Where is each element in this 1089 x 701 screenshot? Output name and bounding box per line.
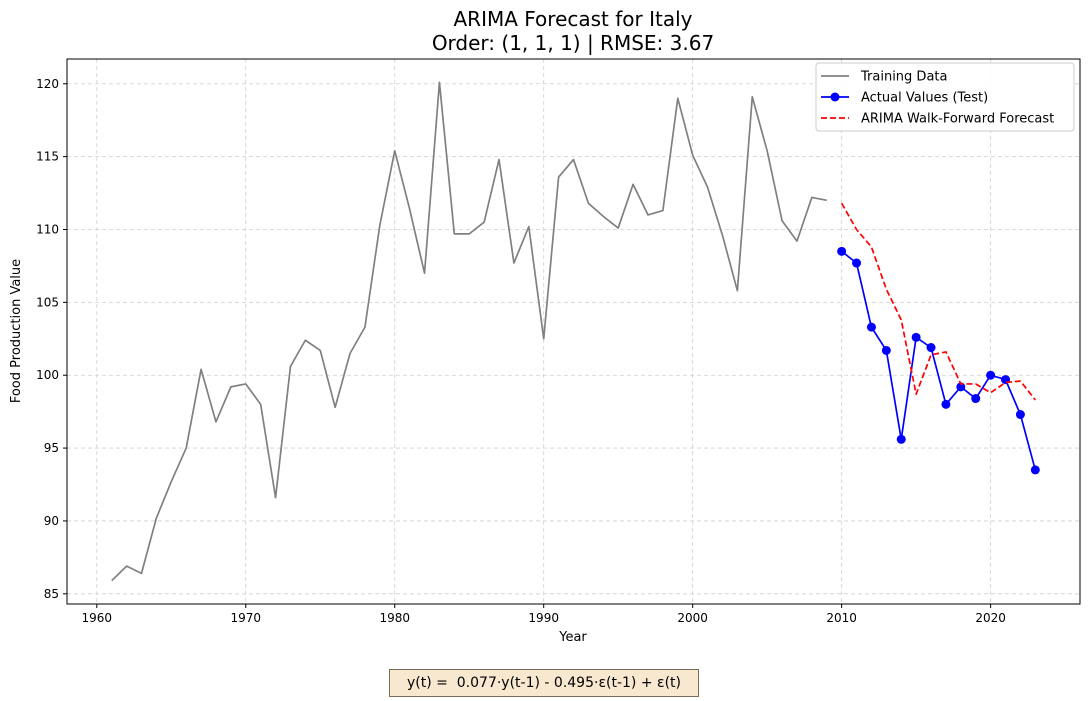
data-point [1030,465,1040,475]
data-point [866,322,876,332]
y-tick-label: 110 [36,222,59,236]
data-point [986,370,996,380]
legend-box [815,62,1075,132]
x-axis-ticks: 1960 1970 1980 1990 2000 2010 2020 [82,604,1006,625]
y-tick-label: 90 [44,514,59,528]
x-tick-label: 1970 [230,611,261,625]
x-tick-label: 1980 [379,611,410,625]
legend-label: Actual Values (Test) [861,91,988,106]
data-point [926,343,936,353]
x-tick-label: 1990 [528,611,559,625]
legend-label: ARIMA Walk-Forward Forecast [861,112,1054,127]
series-line-2 [840,202,1036,401]
data-point [881,345,891,355]
x-tick-label: 2010 [826,611,857,625]
y-tick-label: 85 [44,587,59,601]
y-tick-label: 100 [36,368,59,382]
data-point [896,434,906,444]
chart-subtitle: Order: (1, 1, 1) | RMSE: 3.67 [432,31,714,55]
chart: ARIMA Forecast for Italy Order: (1, 1, 1… [9,7,1081,645]
legend-label: Training Data [860,70,947,85]
grid [67,59,1080,604]
y-axis-ticks: 85 90 95 100 105 110 115 120 [36,77,67,601]
chart-title: ARIMA Forecast for Italy [453,7,692,31]
legend-marker [830,92,840,102]
x-tick-label: 2020 [975,611,1006,625]
y-tick-label: 115 [36,150,59,164]
y-tick-label: 95 [44,441,59,455]
plot-frame [66,58,1081,605]
y-tick-label: 105 [36,295,59,309]
data-point [837,246,847,256]
y-axis-label: Food Production Value [9,259,24,403]
legend: Training Data Actual Values (Test) ARIMA W… [815,62,1075,132]
x-axis-label: Year [558,630,587,645]
data-point [971,394,981,404]
data-point [1015,410,1025,420]
model-equation: y(t) = 0.077·y(t-1) - 0.495·ε(t-1) + ε(t… [389,669,699,697]
series-line-0 [111,81,827,582]
data-point [852,258,862,268]
data-point [941,399,951,409]
series-layer [111,81,1040,582]
data-point [911,332,921,342]
series-line-1 [841,250,1037,471]
x-tick-label: 1960 [82,611,113,625]
y-tick-label: 120 [36,77,59,91]
x-tick-label: 2000 [677,611,708,625]
